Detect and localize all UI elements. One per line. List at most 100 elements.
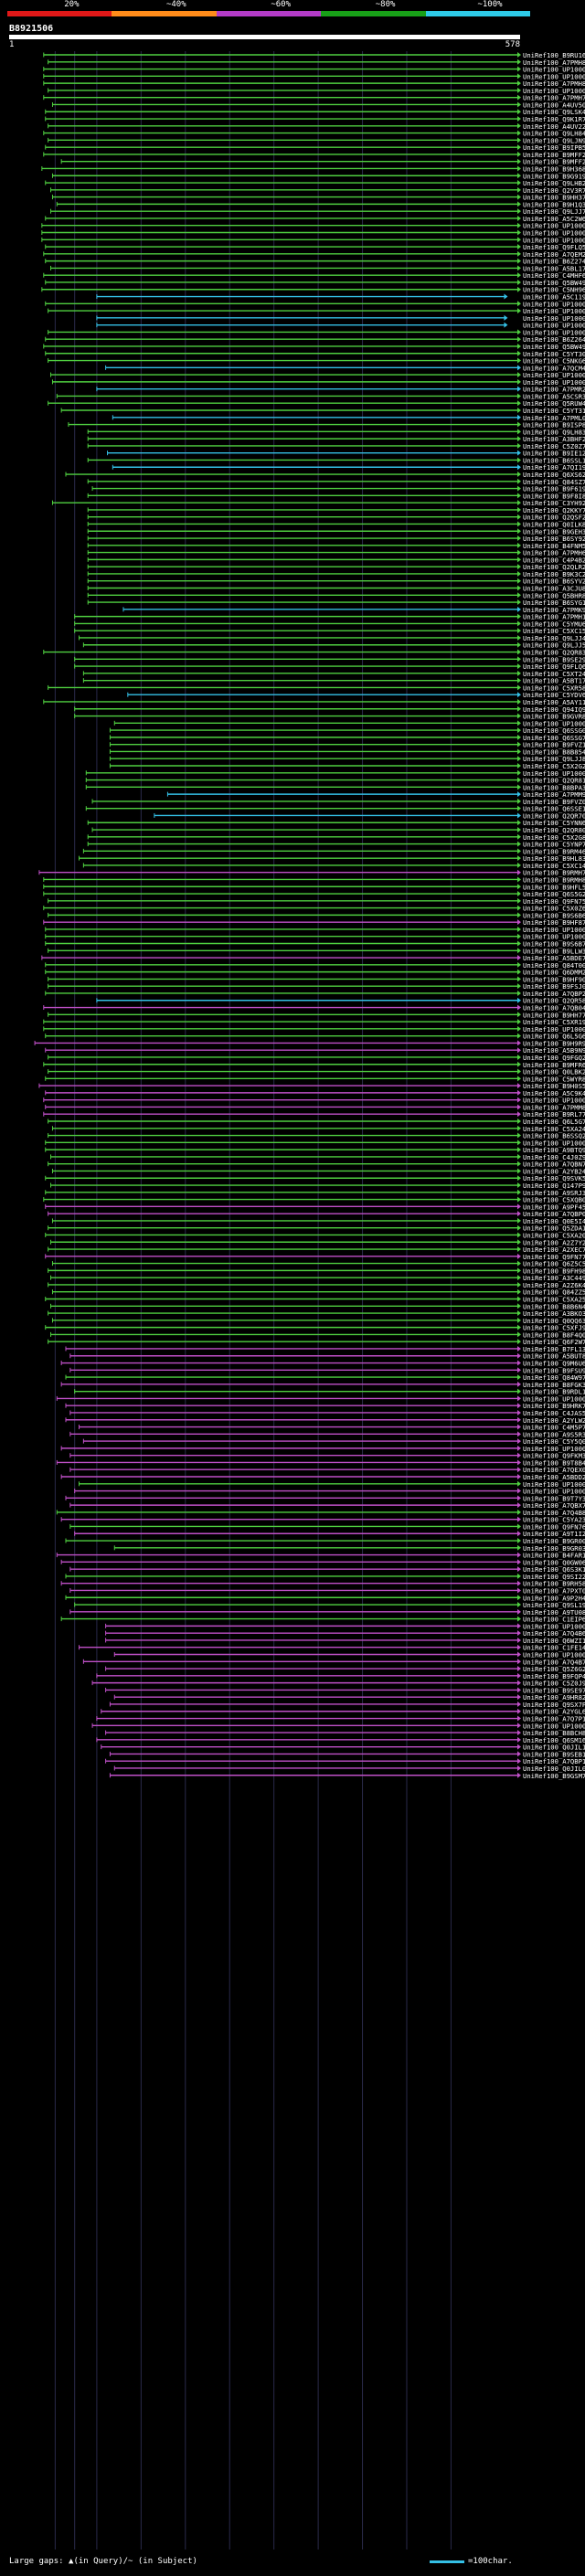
hit-id-label[interactable]: UniRef100_Q9FN75: [523, 897, 585, 906]
hit-row[interactable]: UniRef100_B6SYV2: [87, 578, 585, 586]
hit-row[interactable]: UniRef100_B4FNM5: [87, 542, 585, 550]
hit-row[interactable]: UniRef100_Q6Z5C5: [51, 1260, 585, 1268]
hit-row[interactable]: UniRef100_C5XR19: [43, 1018, 585, 1026]
hit-row[interactable]: UniRef100_B9HL83: [79, 854, 585, 863]
hit-id-label[interactable]: UniRef100_A7PMH8: [523, 80, 585, 88]
hit-id-label[interactable]: UniRef100_A3CJU8: [523, 585, 585, 593]
hit-row[interactable]: UniRef100_B9MFF2: [43, 151, 585, 159]
hit-id-label[interactable]: UniRef100_Q9LJJ4: [523, 634, 585, 642]
hit-id-label[interactable]: UniRef100_C5NKG6: [523, 357, 585, 366]
hit-id-label[interactable]: UniRef100_Q2V3R7: [523, 186, 585, 195]
hit-row[interactable]: UniRef100_Q9SI22: [65, 1573, 585, 1581]
hit-row[interactable]: UniRef100_B9FSJ0: [48, 982, 585, 991]
hit-row[interactable]: UniRef100_B9SE29: [74, 655, 585, 663]
hit-id-label[interactable]: UniRef100_A7Q4B6: [523, 1629, 585, 1638]
hit-id-label[interactable]: UniRef100_A5CSR3: [523, 392, 585, 400]
hit-id-label[interactable]: UniRef100_C5Y5Q0: [523, 1437, 585, 1446]
hit-id-label[interactable]: UniRef100_UP1000..: [523, 1651, 585, 1659]
hit-row[interactable]: UniRef100_A7QB04: [43, 1004, 585, 1012]
hit-id-label[interactable]: UniRef100_B9SEB1: [523, 1750, 585, 1758]
hit-id-label[interactable]: UniRef100_B4FNM5: [523, 542, 585, 550]
hit-row[interactable]: UniRef100_B9GSM7: [109, 1772, 585, 1780]
hit-id-label[interactable]: UniRef100_B9FSJ0: [523, 982, 585, 991]
hit-row[interactable]: UniRef100_B9HH37: [51, 194, 585, 202]
hit-id-label[interactable]: UniRef100_Q2QSF2: [523, 514, 585, 522]
hit-id-label[interactable]: UniRef100_Q5BW49: [523, 343, 585, 351]
hit-id-label[interactable]: UniRef100_Q9FN77: [523, 1253, 585, 1261]
hit-row[interactable]: UniRef100_A5C9K4: [45, 1089, 585, 1097]
hit-id-label[interactable]: UniRef100_A9HR82: [523, 1693, 585, 1701]
hit-id-label[interactable]: UniRef100_B9T8B4: [523, 1458, 585, 1467]
hit-id-label[interactable]: UniRef100_B9FH98: [523, 1267, 585, 1275]
hit-row[interactable]: UniRef100_UP1000..: [43, 1097, 585, 1105]
hit-row[interactable]: UniRef100_Q6L5G7: [48, 1118, 585, 1126]
hit-id-label[interactable]: UniRef100_Q0ILK8: [523, 520, 585, 528]
hit-id-label[interactable]: UniRef100_C5XR19: [523, 1018, 585, 1026]
hit-row[interactable]: UniRef100_Q2QR81: [85, 777, 585, 785]
hit-row[interactable]: UniRef100_A7PMM8: [45, 1103, 585, 1111]
hit-row[interactable]: UniRef100_B6SY92: [87, 535, 585, 543]
hit-row[interactable]: UniRef100_B9FSU9: [69, 1366, 585, 1374]
hit-id-label[interactable]: UniRef100_UP1000..: [523, 328, 585, 336]
hit-id-label[interactable]: UniRef100_A9P2H4: [523, 1594, 585, 1602]
hit-id-label[interactable]: UniRef100_C4JAS5: [523, 1409, 585, 1417]
hit-row[interactable]: UniRef100_B9HF87: [43, 918, 585, 927]
hit-id-label[interactable]: UniRef100_B8B854: [523, 747, 585, 756]
hit-id-label[interactable]: UniRef100_C5Z0Z7: [523, 442, 585, 451]
hit-row[interactable]: UniRef100_B9RDL1: [74, 1388, 585, 1396]
hit-id-label[interactable]: UniRef100_Q6XS62: [523, 471, 585, 479]
hit-row[interactable]: UniRef100_C5Z0Z7: [87, 442, 585, 451]
hit-id-label[interactable]: UniRef100_B6SSL1: [523, 456, 585, 464]
hit-row[interactable]: UniRef100_Q0JIL0: [113, 1765, 585, 1773]
hit-row[interactable]: UniRef100_C1FE14: [79, 1644, 585, 1652]
hit-row[interactable]: UniRef100_B6Z274: [45, 258, 585, 266]
hit-row[interactable]: UniRef100_C5WYR8: [45, 1075, 585, 1083]
hit-id-label[interactable]: UniRef100_B9IPB5: [523, 143, 585, 152]
hit-id-label[interactable]: UniRef100_A5C9K4: [523, 1089, 585, 1097]
hit-id-label[interactable]: UniRef100_Q6S3K1: [523, 1565, 585, 1574]
hit-row[interactable]: UniRef100_A2XEC7: [48, 1246, 585, 1254]
hit-row[interactable]: UniRef100_Q9K1R7: [45, 115, 585, 123]
hit-id-label[interactable]: UniRef100_Q6S5G2: [523, 890, 585, 898]
hit-id-label[interactable]: UniRef100_Q6SSG0: [523, 726, 585, 735]
hit-id-label[interactable]: UniRef100_A2Z6K4: [523, 1281, 585, 1289]
hit-id-label[interactable]: UniRef100_Q9K1R7: [523, 115, 585, 123]
hit-id-label[interactable]: UniRef100_B9FVZ1: [523, 741, 585, 749]
hit-id-label[interactable]: UniRef100_UP1000..: [523, 1025, 585, 1034]
hit-row[interactable]: UniRef100_C5XA20: [45, 1231, 585, 1239]
hit-id-label[interactable]: UniRef100_B6Z264: [523, 335, 585, 344]
hit-id-label[interactable]: UniRef100_B4FAR1: [523, 1552, 585, 1560]
hit-id-label[interactable]: UniRef100_Q147P9: [523, 1182, 585, 1190]
hit-id-label[interactable]: UniRef100_C1FE14: [523, 1644, 585, 1652]
hit-id-label[interactable]: UniRef100_C4M5P7: [523, 1424, 585, 1432]
hit-row[interactable]: UniRef100_B6SSL1: [87, 456, 585, 464]
hit-id-label[interactable]: UniRef100_UP1000..: [523, 1394, 585, 1403]
hit-row[interactable]: UniRef100_Q0QQ63: [51, 1317, 585, 1325]
hit-id-label[interactable]: UniRef100_B9GVR8: [523, 713, 585, 721]
hit-row[interactable]: UniRef100_B9RH58: [60, 1580, 585, 1588]
hit-id-label[interactable]: UniRef100_UP1000..: [523, 1139, 585, 1147]
hit-id-label[interactable]: UniRef100_B9HFL5: [523, 883, 585, 891]
hit-id-label[interactable]: UniRef100_A2YB24: [523, 1167, 585, 1175]
hit-row[interactable]: UniRef100_C5XT24: [82, 670, 585, 678]
hit-row[interactable]: UniRef100_A9T1I2: [74, 1530, 585, 1538]
hit-row[interactable]: UniRef100_UP1000..: [43, 1025, 585, 1034]
hit-id-label[interactable]: UniRef100_B8FGK3: [523, 1381, 585, 1389]
hit-id-label[interactable]: UniRef100_B8F4Q0: [523, 1330, 585, 1339]
hit-id-label[interactable]: UniRef100_UP1000..: [523, 1488, 585, 1496]
hit-row[interactable]: UniRef100_UP1000..: [51, 378, 585, 387]
hit-id-label[interactable]: UniRef100_A2Z7Y2: [523, 1238, 585, 1246]
hit-id-label[interactable]: UniRef100_A5BDD2: [523, 1473, 585, 1481]
hit-row[interactable]: UniRef100_UP1000..: [113, 719, 585, 727]
hit-id-label[interactable]: UniRef100_Q6Z5C5: [523, 1260, 585, 1268]
hit-id-label[interactable]: UniRef100_C5YNP7: [523, 841, 585, 849]
hit-row[interactable]: UniRef100_C5X2G2: [109, 762, 585, 770]
hit-row[interactable]: UniRef100_Q6XS62: [65, 471, 585, 479]
hit-row[interactable]: UniRef100_Q6WZI1: [105, 1637, 585, 1645]
hit-id-label[interactable]: UniRef100_A7PXT0: [523, 1586, 585, 1595]
hit-row[interactable]: UniRef100_A5BDD2: [60, 1473, 585, 1481]
hit-row[interactable]: UniRef100_B9GR03: [113, 1544, 585, 1553]
hit-row[interactable]: UniRef100_A2Z7Y2: [50, 1238, 585, 1246]
hit-id-label[interactable]: UniRef100_Q9SL19: [523, 1601, 585, 1609]
hit-row[interactable]: UniRef100_A7PMH6: [87, 549, 585, 557]
